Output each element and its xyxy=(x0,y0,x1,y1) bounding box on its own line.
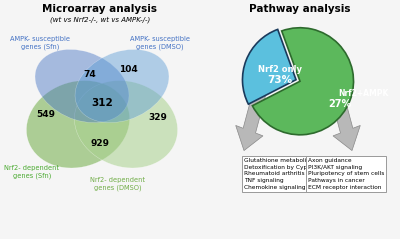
Wedge shape xyxy=(252,28,354,135)
Text: Nrf2 only: Nrf2 only xyxy=(258,65,302,74)
Text: Microarray analysis: Microarray analysis xyxy=(42,4,158,14)
Text: 929: 929 xyxy=(90,139,110,148)
FancyArrow shape xyxy=(330,88,360,151)
Text: 74: 74 xyxy=(84,70,96,79)
Ellipse shape xyxy=(74,81,178,168)
Ellipse shape xyxy=(75,49,169,123)
Ellipse shape xyxy=(26,81,130,168)
Text: 73%: 73% xyxy=(267,75,292,85)
Text: Nrf2- dependent
genes (Sfn): Nrf2- dependent genes (Sfn) xyxy=(4,165,60,179)
Text: 27%: 27% xyxy=(328,99,352,109)
Text: Pathway analysis: Pathway analysis xyxy=(249,4,351,14)
Text: Glutathione metabolism
Detoxification by Cyp450
Rheumatoid arthritis
TNF signali: Glutathione metabolism Detoxification by… xyxy=(244,158,318,190)
Text: 312: 312 xyxy=(91,98,113,108)
Text: Axon guidance
PI3K/AKT signaling
Pluripotency of stem cells
Pathways in cancer
E: Axon guidance PI3K/AKT signaling Pluripo… xyxy=(308,158,384,190)
Text: 549: 549 xyxy=(36,110,56,119)
Text: Nrf2+AMPK: Nrf2+AMPK xyxy=(338,88,389,98)
FancyArrow shape xyxy=(236,88,266,151)
Text: 329: 329 xyxy=(148,113,168,122)
Text: 104: 104 xyxy=(119,65,137,74)
Text: (wt vs Nrf2-/-, wt vs AMPK-/-): (wt vs Nrf2-/-, wt vs AMPK-/-) xyxy=(50,17,150,23)
Text: Nrf2- dependent
genes (DMSO): Nrf2- dependent genes (DMSO) xyxy=(90,177,146,191)
Text: AMPK- susceptible
genes (DMSO): AMPK- susceptible genes (DMSO) xyxy=(130,36,190,50)
Text: AMPK- susceptible
genes (Sfn): AMPK- susceptible genes (Sfn) xyxy=(10,36,70,50)
Ellipse shape xyxy=(35,49,129,123)
Wedge shape xyxy=(242,29,296,104)
